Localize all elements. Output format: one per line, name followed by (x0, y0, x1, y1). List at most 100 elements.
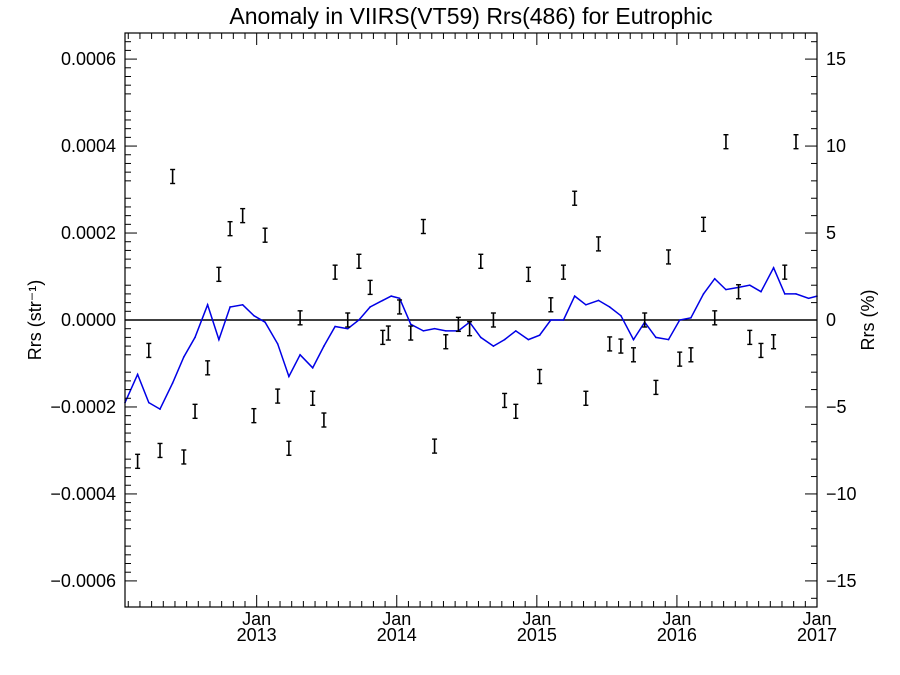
line-point (183, 356, 185, 358)
y-axis-label-right: Rrs (%) (858, 290, 878, 351)
errorbar-point (583, 390, 589, 406)
errorbar-point (240, 207, 246, 224)
errorbar-point (170, 168, 176, 185)
plot-area (124, 134, 818, 470)
errorbar-point (443, 334, 449, 350)
errorbar-point (771, 334, 777, 350)
x-tick-label-year: 2013 (237, 625, 277, 645)
errorbar-point (345, 312, 351, 328)
line-point (713, 277, 716, 280)
line-point (390, 295, 392, 297)
errorbar-point (227, 220, 233, 237)
line-point (323, 345, 325, 347)
y-tick-label-left: −0.0004 (50, 484, 116, 504)
errorbar-point (332, 264, 338, 280)
errorbar-point (420, 218, 426, 235)
errorbar-point (782, 264, 788, 280)
line-point (503, 338, 506, 341)
chart-title: Anomaly in VIIRS(VT59) Rrs(486) for Eutr… (229, 3, 712, 29)
line-point (311, 367, 314, 369)
errorbar-point (455, 316, 461, 333)
errorbar-point (275, 388, 281, 404)
errorbar-point (618, 338, 624, 354)
errorbar-point (192, 403, 198, 420)
line-point (562, 319, 565, 321)
line-point (433, 327, 436, 330)
y-tick-label-left: 0.0002 (61, 223, 116, 243)
x-tick-label-month: Jan (522, 609, 551, 629)
line-point (288, 375, 290, 378)
y-tick-label-right: 10 (826, 136, 846, 156)
line-point (358, 319, 360, 321)
errorbar-point (723, 134, 729, 150)
errorbar-point (310, 390, 316, 406)
errorbar-point (736, 284, 742, 300)
y-tick-label-left: 0.0006 (61, 49, 116, 69)
line-point (690, 317, 692, 319)
line-point (807, 297, 810, 300)
errorbar-point (677, 351, 683, 367)
y-tick-label-right: 0 (826, 310, 836, 330)
errorbar-point (408, 325, 414, 341)
line-point (515, 330, 517, 332)
line-point (229, 306, 231, 308)
errorbar-point (135, 453, 141, 470)
line-point (608, 306, 611, 308)
y-tick-label-right: 5 (826, 223, 836, 243)
y-tick-label-right: −15 (826, 571, 857, 591)
line-point (422, 330, 425, 332)
errorbar-point (630, 347, 636, 363)
errorbar-point (385, 325, 391, 341)
line-point (632, 338, 635, 341)
errorbar-point (537, 368, 543, 385)
errorbar-point (286, 440, 292, 456)
errorbar-point (478, 253, 484, 269)
line-point (148, 401, 150, 404)
line-point (346, 327, 349, 330)
axis-ticks: 0.0006 0.0004 0.0002 0.0000 −0.0002 −0.0004 −0… (50, 33, 857, 645)
line-point (783, 293, 786, 295)
x-tick-label-month: Jan (382, 609, 411, 629)
line-point (550, 319, 552, 321)
line-point (527, 338, 530, 341)
line-point (241, 303, 244, 306)
line-point (702, 293, 705, 295)
line-point (218, 338, 220, 341)
errorbar-point (666, 249, 672, 265)
x-tick-label-month: Jan (802, 609, 831, 629)
line-point (334, 325, 336, 328)
errorbar-point (380, 329, 386, 346)
errorbar-point (688, 347, 694, 363)
line-point (264, 321, 266, 323)
errorbar-point (432, 438, 438, 454)
line-point (253, 314, 255, 317)
errorbar-point (712, 310, 718, 326)
line-point (398, 297, 401, 300)
errorbar-point (181, 449, 187, 465)
errorbar-point (490, 312, 496, 328)
errorbar-point (642, 312, 648, 328)
line-point (136, 373, 139, 376)
line-point (655, 336, 657, 339)
line-point (381, 299, 384, 302)
errorbar-point (747, 329, 753, 346)
errorbar-point (397, 299, 403, 315)
line-point (369, 306, 371, 308)
x-tick-label-year: 2017 (797, 625, 837, 645)
line-point (573, 295, 576, 297)
line-point (480, 336, 482, 339)
errorbar-point (146, 342, 152, 359)
line-point (409, 323, 412, 326)
x-tick-label-month: Jan (662, 609, 691, 629)
errorbar-point (607, 336, 613, 352)
errorbar-point (758, 342, 764, 359)
x-tick-label-year: 2014 (377, 625, 417, 645)
line-point (772, 267, 775, 269)
y-tick-label-left: 0.0000 (61, 310, 116, 330)
line-point (585, 303, 587, 306)
errorbar-point (548, 297, 554, 313)
errorbar-point (216, 266, 222, 283)
line-point (748, 284, 751, 287)
errorbar-point (572, 190, 578, 206)
